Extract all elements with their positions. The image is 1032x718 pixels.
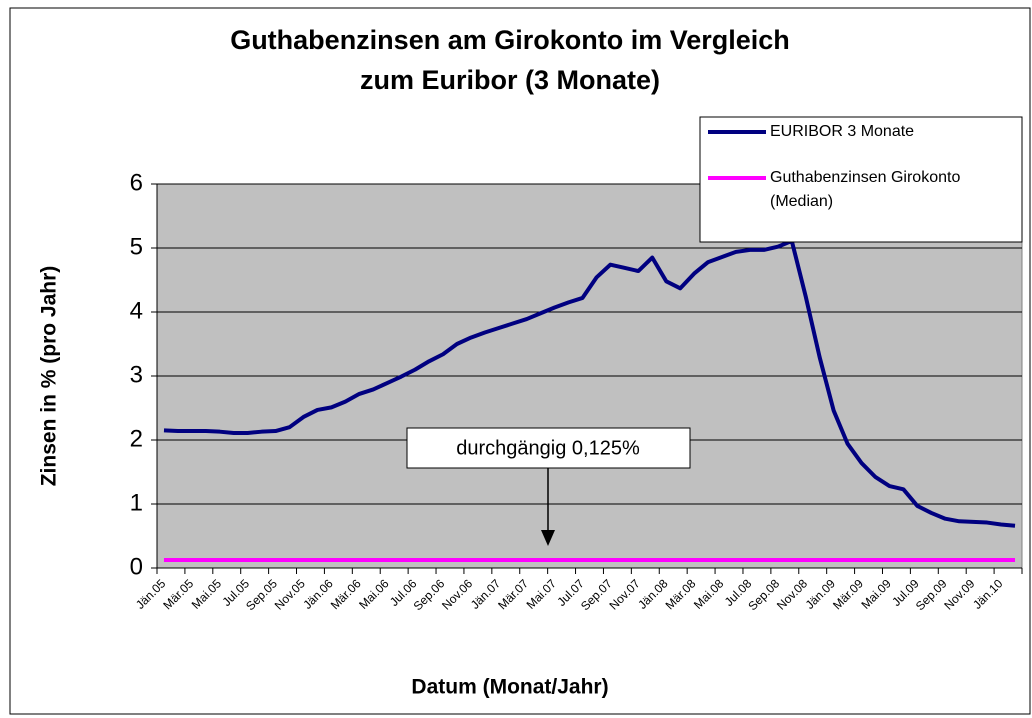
y-tick-label: 4 bbox=[130, 297, 143, 324]
series-line bbox=[163, 238, 1016, 528]
annotation: durchgängig 0,125% bbox=[456, 437, 640, 459]
y-tick-label: 6 bbox=[130, 169, 143, 196]
annotation-box bbox=[406, 427, 691, 469]
annotation-arrowhead bbox=[541, 530, 555, 546]
legend-label: Guthabenzinsen Girokonto (Median) bbox=[770, 169, 960, 210]
chart-title: zum Euribor (3 Monate) bbox=[360, 65, 660, 95]
legend-label: EURIBOR 3 Monate bbox=[770, 123, 914, 140]
chart-title: Guthabenzinsen am Girokonto im Vergleich bbox=[230, 25, 790, 55]
y-tick-label: 2 bbox=[130, 425, 143, 452]
y-tick-label: 5 bbox=[130, 233, 143, 260]
legend-label-line: Guthabenzinsen Girokonto bbox=[770, 169, 960, 186]
y-axis-label: Zinsen in % (pro Jahr) bbox=[38, 266, 61, 487]
y-tick-label: 1 bbox=[130, 489, 143, 516]
legend-label-line: (Median) bbox=[770, 193, 833, 210]
y-tick-label: 3 bbox=[130, 361, 143, 388]
y-tick-label: 0 bbox=[130, 553, 143, 580]
x-axis-label: Datum (Monat/Jahr) bbox=[411, 676, 608, 699]
